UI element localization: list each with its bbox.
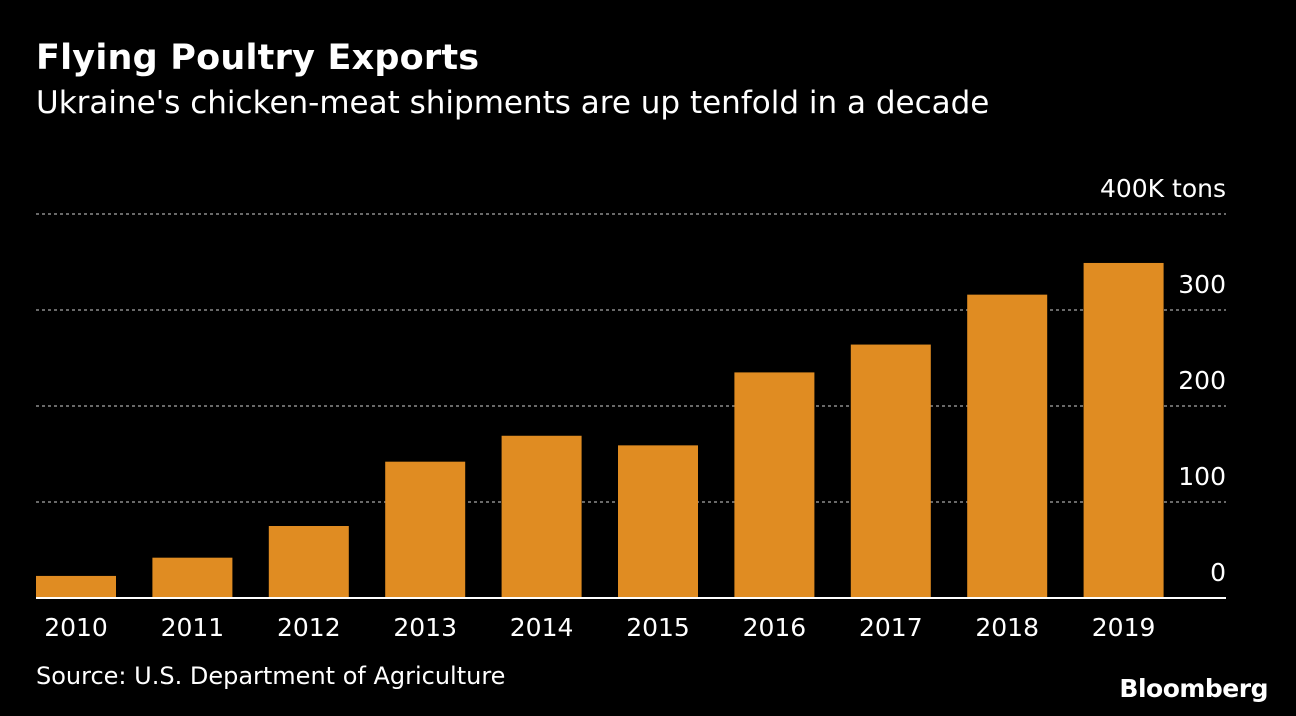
x-tick-label: 2012 xyxy=(277,613,341,642)
x-tick-label: 2018 xyxy=(975,613,1039,642)
source-note: Source: U.S. Department of Agriculture xyxy=(36,662,506,690)
chart-subtitle: Ukraine's chicken-meat shipments are up … xyxy=(36,85,990,121)
x-tick-label: 2013 xyxy=(393,613,457,642)
bar xyxy=(734,372,815,598)
bar xyxy=(618,445,698,598)
bar xyxy=(36,575,116,598)
bloomberg-logo: Bloomberg xyxy=(1119,674,1268,703)
bar xyxy=(501,435,582,598)
bar xyxy=(1083,262,1164,598)
x-tick-label: 2015 xyxy=(626,613,690,642)
bar xyxy=(385,461,466,598)
x-tick-label: 2017 xyxy=(859,613,923,642)
x-tick-label: 2010 xyxy=(44,613,108,642)
chart-title: Flying Poultry Exports xyxy=(36,38,480,78)
y-tick-label: 300 xyxy=(1178,270,1226,299)
y-tick-label: 400K tons xyxy=(1100,174,1226,203)
y-tick-label: 0 xyxy=(1210,558,1226,587)
bar xyxy=(152,557,233,598)
x-tick-label: 2019 xyxy=(1092,613,1156,642)
x-tick-label: 2016 xyxy=(743,613,807,642)
axes: 0 100 200 300 400K tons 2010 2011 2012 2013 2014 2… xyxy=(36,174,1226,642)
bar xyxy=(850,344,931,598)
x-tick-label: 2014 xyxy=(510,613,574,642)
bars xyxy=(36,262,1164,598)
x-tick-label: 2011 xyxy=(161,613,225,642)
y-tick-label: 100 xyxy=(1178,462,1226,491)
bar xyxy=(967,294,1048,598)
y-tick-label: 200 xyxy=(1178,366,1226,395)
bar xyxy=(268,526,349,598)
